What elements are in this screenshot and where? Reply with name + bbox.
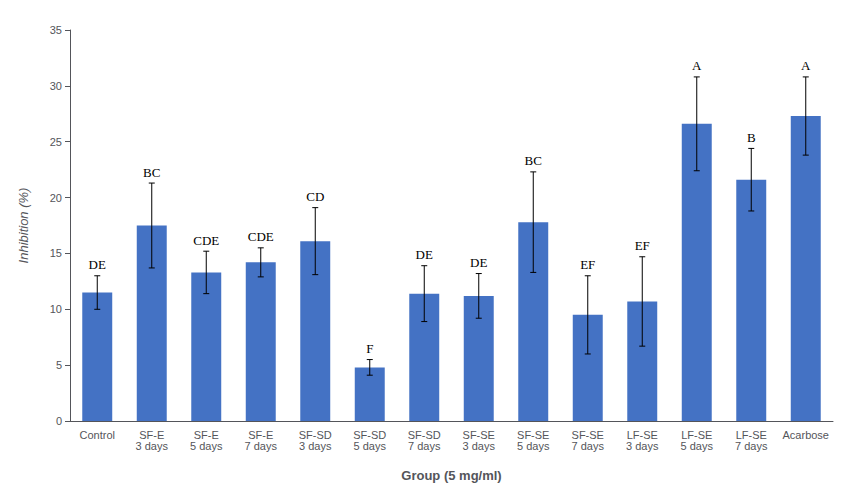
svg-text:Control: Control — [80, 429, 115, 441]
svg-text:SF-E: SF-E — [193, 428, 219, 441]
svg-text:SF-SD: SF-SD — [353, 428, 387, 441]
svg-text:SF-E: SF-E — [248, 428, 274, 441]
svg-text:3 days: 3 days — [136, 440, 169, 452]
svg-text:SF-SE: SF-SE — [517, 428, 550, 441]
svg-text:30: 30 — [50, 80, 62, 92]
svg-text:EF: EF — [580, 257, 595, 272]
svg-text:7 days: 7 days — [572, 440, 605, 452]
svg-text:LF-SE: LF-SE — [681, 428, 713, 441]
svg-text:7 days: 7 days — [735, 440, 768, 452]
svg-text:DE: DE — [89, 257, 106, 272]
svg-text:7 days: 7 days — [245, 440, 278, 452]
svg-text:A: A — [801, 58, 811, 73]
svg-text:5 days: 5 days — [681, 440, 714, 452]
svg-text:BC: BC — [525, 153, 542, 168]
svg-text:20: 20 — [50, 192, 62, 204]
svg-text:Acarbose: Acarbose — [783, 429, 829, 441]
svg-text:5 days: 5 days — [190, 440, 223, 452]
svg-text:B: B — [747, 130, 756, 145]
svg-text:SF-E: SF-E — [139, 428, 165, 441]
svg-text:3 days: 3 days — [626, 440, 659, 452]
svg-text:3 days: 3 days — [463, 440, 496, 452]
svg-text:A: A — [692, 58, 702, 73]
svg-text:CD: CD — [306, 189, 324, 204]
svg-text:15: 15 — [50, 247, 62, 259]
svg-text:SF-SD: SF-SD — [407, 428, 441, 441]
svg-text:7 days: 7 days — [408, 440, 441, 452]
svg-text:LF-SE: LF-SE — [626, 428, 658, 441]
svg-text:F: F — [366, 341, 373, 356]
svg-text:3 days: 3 days — [299, 440, 332, 452]
svg-text:EF: EF — [635, 238, 650, 253]
svg-text:SF-SE: SF-SE — [462, 428, 495, 441]
svg-text:Group (5 mg/ml): Group (5 mg/ml) — [401, 468, 501, 483]
svg-text:DE: DE — [416, 247, 433, 262]
svg-text:5 days: 5 days — [354, 440, 387, 452]
svg-text:0: 0 — [56, 415, 62, 427]
svg-text:Inhibition (%): Inhibition (%) — [16, 188, 31, 264]
svg-text:5 days: 5 days — [517, 440, 550, 452]
svg-text:DE: DE — [470, 255, 487, 270]
svg-text:SF-SE: SF-SE — [571, 428, 604, 441]
svg-text:CDE: CDE — [193, 233, 219, 248]
svg-text:25: 25 — [50, 136, 62, 148]
svg-text:LF-SE: LF-SE — [735, 428, 767, 441]
svg-text:BC: BC — [143, 165, 160, 180]
svg-text:10: 10 — [50, 303, 62, 315]
svg-text:CDE: CDE — [248, 229, 274, 244]
svg-text:SF-SD: SF-SD — [298, 428, 332, 441]
svg-text:35: 35 — [50, 24, 62, 36]
svg-text:5: 5 — [56, 359, 62, 371]
